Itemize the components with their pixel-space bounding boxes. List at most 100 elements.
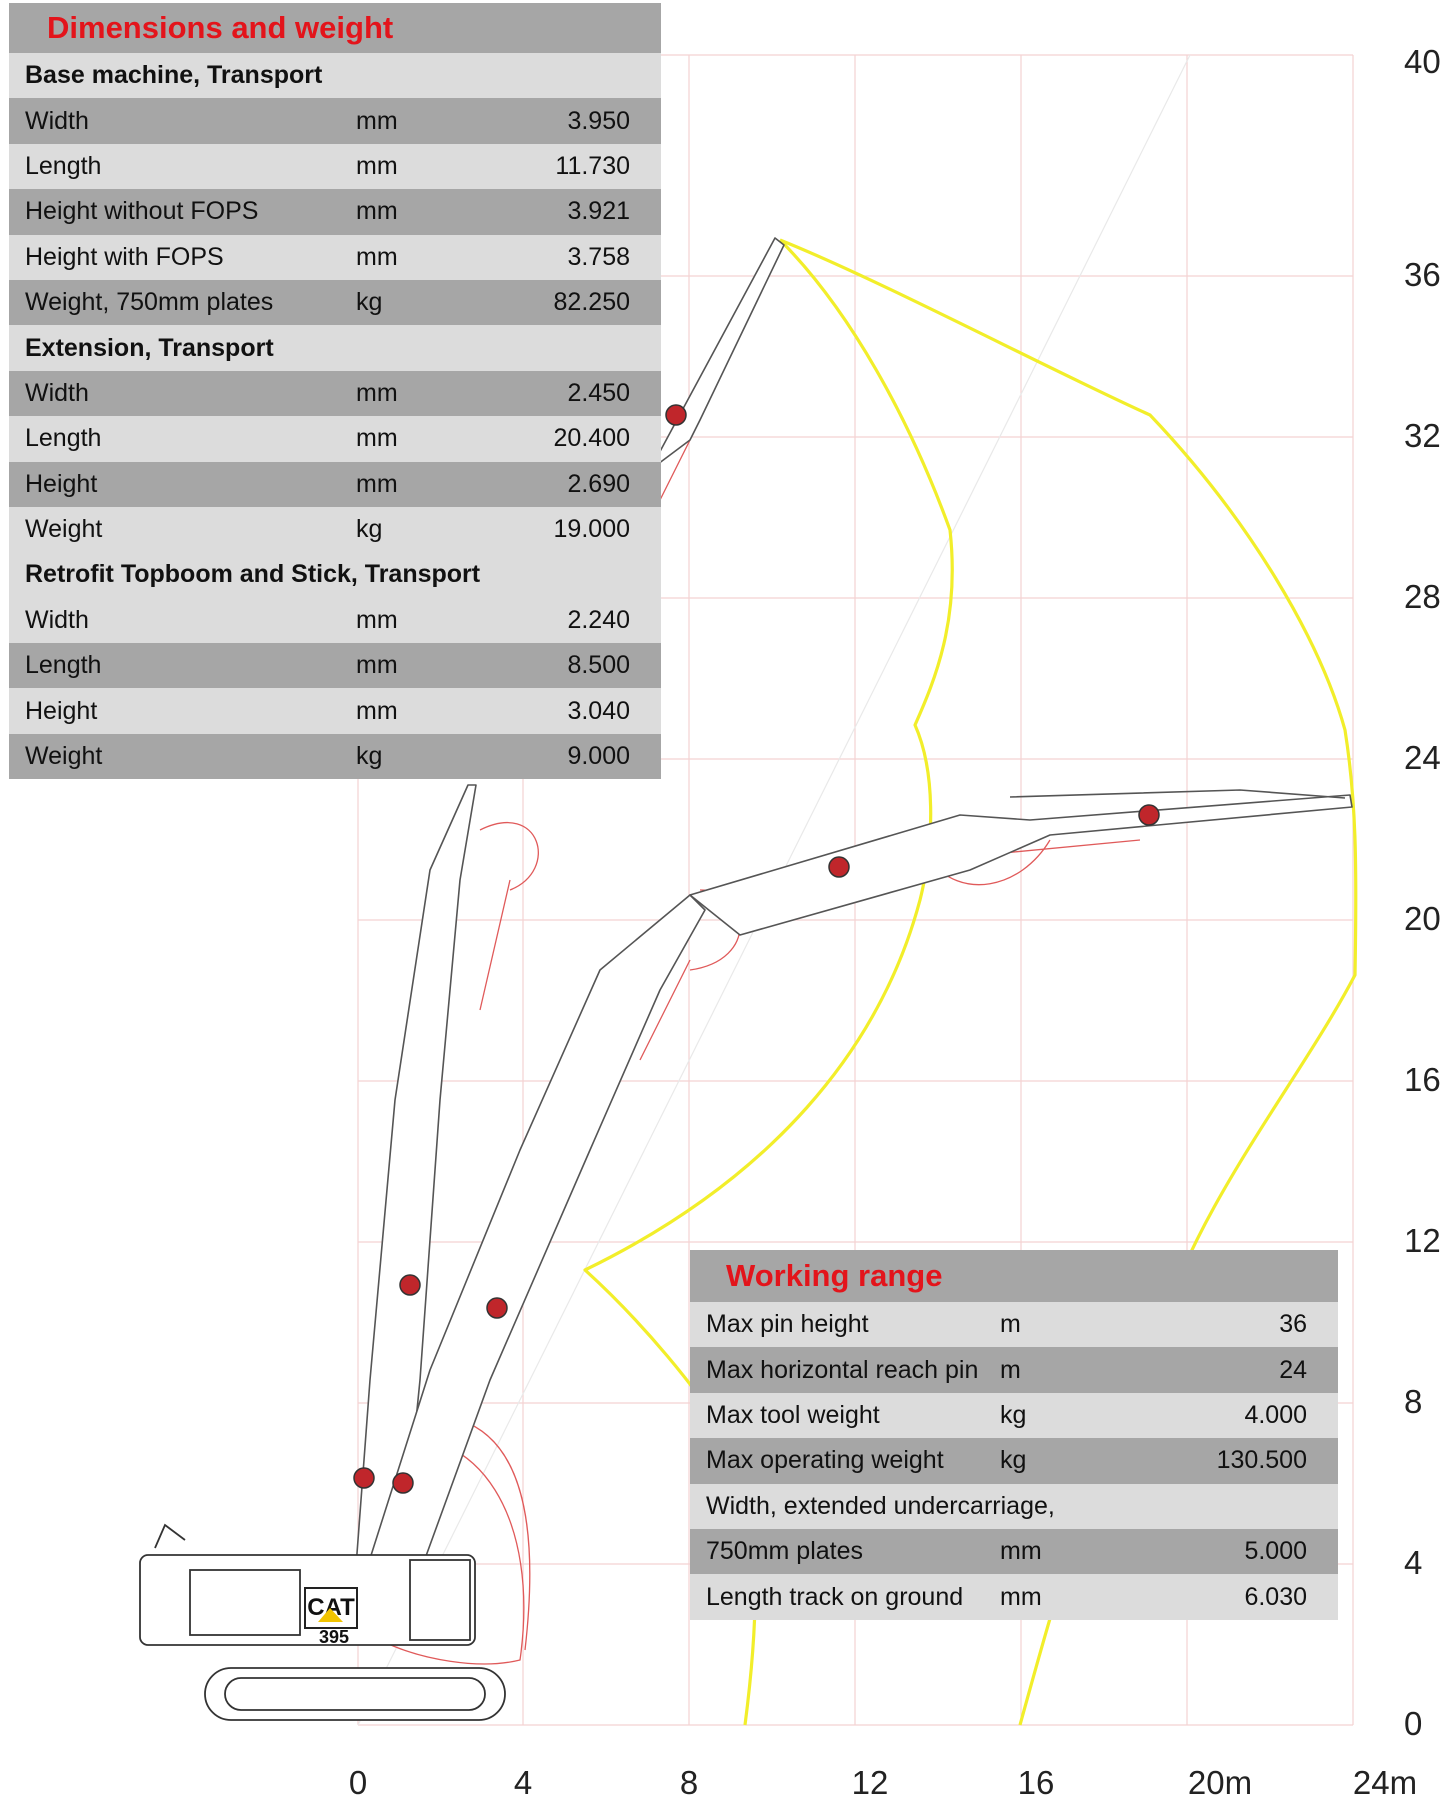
machine-model-label: 395	[319, 1627, 349, 1647]
y-tick-label: 32	[1404, 417, 1441, 454]
row-value: 3.040	[567, 696, 630, 725]
table-row: Length mm 20.400	[9, 416, 661, 462]
x-tick-label: 16	[1017, 1764, 1055, 1801]
row-label: Length	[25, 651, 102, 680]
table-row: Width, extended undercarriage,	[690, 1483, 1338, 1529]
row-value: 6.030	[1244, 1582, 1307, 1611]
x-tick-label: 4	[513, 1764, 533, 1801]
row-value: 2.450	[567, 378, 630, 407]
row-unit: mm	[356, 242, 398, 271]
row-value: 9.000	[567, 742, 630, 771]
row-unit: mm	[356, 469, 398, 498]
row-value: 3.921	[567, 197, 630, 226]
row-label: Width	[25, 106, 89, 135]
row-label: Width, extended undercarriage,	[706, 1491, 1055, 1520]
row-unit: mm	[356, 605, 398, 634]
x-tick-label: 24m	[1352, 1764, 1418, 1801]
table-row: Max operating weight kg 130.500	[690, 1438, 1338, 1484]
row-label: Length track on ground	[706, 1582, 964, 1611]
row-label: Weight	[25, 515, 103, 544]
table-row: Height mm 3.040	[9, 688, 661, 734]
dimensions-table-title: Dimensions and weight	[9, 3, 661, 53]
row-unit: mm	[356, 197, 398, 226]
row-unit: kg	[1000, 1400, 1027, 1429]
row-label: Weight, 750mm plates	[25, 288, 274, 317]
y-tick-label: 12	[1404, 1222, 1441, 1259]
x-tick-label: 12	[851, 1764, 889, 1801]
table-row: Max pin height m 36	[690, 1302, 1338, 1348]
table-row: Max tool weight kg 4.000	[690, 1392, 1338, 1439]
row-unit: kg	[1000, 1446, 1027, 1475]
row-label: Base machine, Transport	[25, 61, 323, 90]
y-tick-label: 8	[1404, 1383, 1423, 1420]
row-value: 3.950	[567, 106, 630, 135]
row-label: Width	[25, 605, 89, 634]
table-row: Weight kg 9.000	[9, 733, 661, 780]
y-tick-label: 24	[1404, 739, 1441, 776]
row-unit: mm	[1000, 1537, 1042, 1566]
y-tick-label: 20	[1404, 900, 1441, 937]
table-row: Height mm 2.690	[9, 461, 661, 507]
table-row: Max horizontal reach pin m 24	[690, 1347, 1338, 1393]
row-unit: mm	[356, 106, 398, 135]
table-row: Length mm 8.500	[9, 643, 661, 689]
row-label: Extension, Transport	[25, 333, 274, 362]
row-label: Height	[25, 469, 98, 498]
y-tick-label: 40	[1404, 43, 1441, 80]
row-label: Length	[25, 151, 102, 180]
table-row: Height without FOPS mm 3.921	[9, 189, 661, 235]
row-label: Height without FOPS	[25, 197, 259, 226]
working-range-title: Working range	[690, 1250, 1338, 1302]
row-value: 130.500	[1216, 1446, 1307, 1475]
x-tick-label: 20m	[1187, 1764, 1253, 1801]
table-row: Width mm 2.450	[9, 370, 661, 417]
y-tick-label: 36	[1404, 256, 1441, 293]
row-label: Length	[25, 424, 102, 453]
row-unit: m	[1000, 1310, 1021, 1339]
row-label: Retrofit Topboom and Stick, Transport	[25, 560, 481, 589]
working-range-table: Working range Max pin height m 36 Max horiz…	[690, 1250, 1338, 1620]
row-value: 20.400	[553, 424, 630, 453]
y-tick-label: 0	[1404, 1705, 1423, 1742]
row-value: 4.000	[1244, 1400, 1307, 1429]
row-value: 82.250	[553, 288, 630, 317]
row-value: 19.000	[553, 515, 630, 544]
table-section-header: Extension, Transport	[9, 325, 661, 371]
row-unit: mm	[356, 378, 398, 407]
row-label: 750mm plates	[706, 1537, 864, 1566]
table-section-header: Base machine, Transport	[9, 53, 661, 99]
row-unit: mm	[356, 696, 398, 725]
boom-configurations	[354, 237, 1353, 1601]
row-label: Max operating weight	[706, 1446, 944, 1475]
cat-logo-triangle	[318, 1608, 343, 1622]
row-unit: kg	[356, 515, 383, 544]
row-label: Weight	[25, 742, 103, 771]
row-value: 3.758	[567, 242, 630, 271]
row-value: 24	[1279, 1355, 1307, 1384]
y-tick-label: 28	[1404, 578, 1441, 615]
row-value: 5.000	[1244, 1537, 1307, 1566]
excavator-base-machine	[139, 1523, 506, 1721]
row-label: Width	[25, 378, 89, 407]
row-unit: m	[1000, 1355, 1021, 1384]
row-value: 11.730	[555, 151, 630, 180]
row-label: Max tool weight	[706, 1400, 880, 1429]
row-label: Max pin height	[706, 1310, 869, 1339]
row-label: Max horizontal reach pin	[706, 1355, 979, 1384]
row-value: 2.240	[567, 605, 630, 634]
table-row: Length mm 11.730	[9, 143, 661, 190]
x-tick-label: 8	[679, 1764, 699, 1801]
y-tick-label: 16	[1404, 1061, 1441, 1098]
row-value: 36	[1279, 1310, 1307, 1339]
row-unit: mm	[356, 651, 398, 680]
working-range-table-body: Max pin height m 36 Max horizontal reach pi…	[690, 1302, 1338, 1620]
dimensions-weight-table: Dimensions and weight Base machine, Tran…	[9, 3, 661, 780]
boom-badges	[353, 404, 1160, 1494]
table-row: Weight, 750mm plates kg 82.250	[9, 279, 661, 326]
table-row: Length track on ground mm 6.030	[690, 1574, 1338, 1620]
row-unit: mm	[356, 424, 398, 453]
table-section-header: Retrofit Topboom and Stick, Transport	[9, 552, 661, 598]
table-row: Height with FOPS mm 3.758	[9, 234, 661, 280]
table-row: Width mm 2.240	[9, 597, 661, 644]
row-unit: kg	[356, 288, 383, 317]
